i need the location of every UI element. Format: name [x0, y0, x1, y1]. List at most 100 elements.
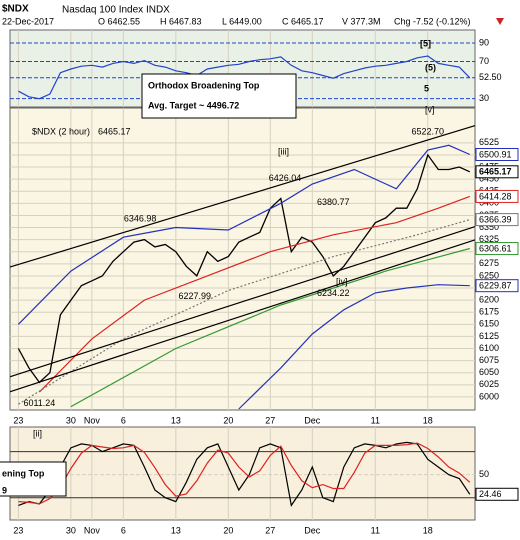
volume: V 377.3M — [342, 16, 381, 26]
annotation: [ii] — [33, 428, 42, 438]
value-tag-label: 6366.39 — [479, 214, 512, 224]
x-tick-label: 23 — [13, 525, 23, 535]
annotation: Avg. Target ~ 4496.72 — [148, 100, 239, 110]
y-tick-label: 90 — [479, 37, 489, 47]
series-line — [38, 195, 471, 393]
x-tick-label: 13 — [171, 415, 181, 425]
value-tag-label: 6414.28 — [479, 191, 512, 201]
value-tag-label: 6306.61 — [479, 243, 512, 253]
y-tick-label: 6150 — [479, 319, 499, 329]
price-label: 6346.98 — [124, 213, 157, 223]
value-tag — [475, 487, 519, 501]
x-tick-label: 20 — [223, 525, 233, 535]
panel-title-value: 6465.17 — [98, 126, 131, 136]
x-tick-label: 23 — [13, 415, 23, 425]
series-line — [18, 55, 471, 100]
y-tick-label: 6250 — [479, 270, 499, 280]
value-tag — [475, 189, 519, 203]
annotation: ening Top — [2, 468, 45, 478]
y-tick-label: 6000 — [479, 391, 499, 401]
x-tick-label: 6 — [121, 415, 126, 425]
y-tick-label: 6350 — [479, 222, 499, 232]
y-tick-label: 50 — [479, 469, 489, 479]
y-tick-label: 6525 — [479, 137, 499, 147]
x-tick-label: 18 — [423, 415, 433, 425]
x-tick-label: Dec — [304, 415, 321, 425]
value-tag — [475, 242, 519, 256]
value-tag — [475, 148, 519, 162]
annotation: [5] — [420, 38, 431, 48]
series-line — [70, 247, 470, 408]
plot-area — [10, 427, 475, 520]
value-tag-label: 6229.87 — [479, 281, 512, 291]
x-tick-label: 20 — [223, 415, 233, 425]
x-tick-label: Nov — [84, 525, 101, 535]
y-tick-label: 6325 — [479, 234, 499, 244]
series-line — [18, 441, 471, 507]
price-label: 6380.77 — [317, 197, 350, 207]
series-line — [10, 124, 475, 268]
price-label: 6234.22 — [317, 288, 350, 298]
y-tick-label: 6450 — [479, 174, 499, 184]
close: C 6465.17 — [282, 16, 324, 26]
annotation: 9 — [2, 485, 7, 495]
x-tick-label: 11 — [371, 525, 380, 535]
series-line — [17, 153, 471, 384]
y-tick-label: 30 — [479, 93, 489, 103]
annotation: [iv] — [336, 276, 348, 286]
panel — [9, 107, 476, 411]
x-tick-label: Nov — [84, 415, 101, 425]
value-tag — [475, 165, 519, 179]
price-label: 6011.24 — [23, 398, 55, 408]
value-tag-label: 24.46 — [479, 489, 502, 499]
annotation: [v] — [425, 104, 435, 114]
x-tick-label: 6 — [121, 525, 126, 535]
annotation-box — [141, 73, 297, 119]
x-tick-label: 30 — [66, 415, 76, 425]
annotation: Orthodox Broadening Top — [148, 80, 260, 90]
x-tick-label: 18 — [423, 525, 433, 535]
y-tick-label: 70 — [479, 56, 489, 66]
y-tick-label: 6025 — [479, 379, 499, 389]
value-tag-label: 6500.91 — [479, 149, 512, 159]
price-label: 6426.04 — [269, 173, 302, 183]
down-arrow — [496, 18, 504, 25]
low: L 6449.00 — [222, 16, 262, 26]
symbol: $NDX — [2, 4, 29, 15]
series-line — [10, 239, 475, 393]
series-line — [18, 219, 470, 405]
change: Chg -7.52 (-0.12%) — [394, 16, 471, 26]
x-tick-label: 30 — [66, 525, 76, 535]
x-tick-label: 11 — [371, 415, 380, 425]
y-tick-label: 6125 — [479, 331, 499, 341]
annotation: [iii] — [278, 146, 289, 156]
index-name: Nasdaq 100 Index INDX — [62, 5, 170, 16]
y-tick-label: 6175 — [479, 307, 499, 317]
y-tick-label: 6100 — [479, 343, 499, 353]
series-line — [10, 226, 475, 378]
high: H 6467.83 — [160, 16, 202, 26]
value-tag — [475, 213, 519, 227]
series-line — [238, 284, 470, 410]
price-label: 6227.99 — [178, 291, 211, 301]
series-line — [17, 144, 471, 325]
panel — [9, 426, 476, 521]
value-tag-label: 6465.17 — [479, 167, 512, 177]
panel-title: $NDX (2 hour) — [32, 126, 90, 136]
annotation: 5 — [424, 83, 429, 93]
x-tick-label: 27 — [265, 415, 275, 425]
y-tick-label: 52.50 — [479, 72, 502, 82]
x-tick-label: Dec — [304, 525, 321, 535]
annotation-box — [0, 461, 67, 497]
series-line — [18, 442, 471, 505]
y-tick-label: 6200 — [479, 295, 499, 305]
x-tick-label: 13 — [171, 525, 181, 535]
plot-area — [10, 108, 475, 410]
y-tick-label: 6075 — [479, 355, 499, 365]
x-tick-label: 27 — [265, 525, 275, 535]
price-label: 6522.70 — [411, 126, 444, 136]
value-tag — [475, 279, 519, 293]
y-tick-label: 6050 — [479, 367, 499, 377]
date: 22-Dec-2017 — [2, 16, 54, 26]
